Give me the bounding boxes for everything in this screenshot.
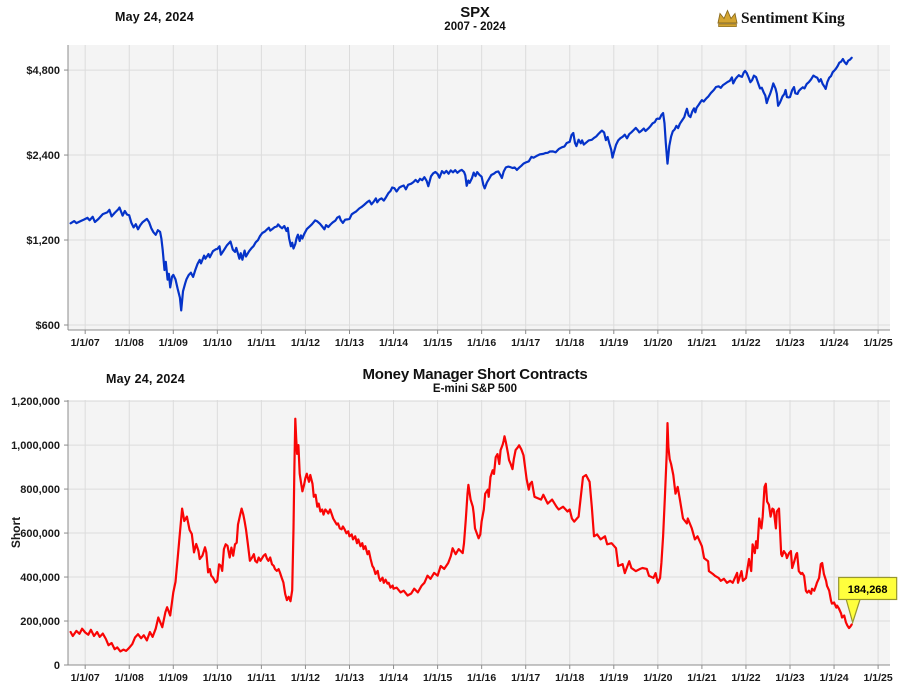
shorts-title-block: Money Manager Short Contracts E-mini S&P… — [60, 366, 890, 395]
svg-text:$600: $600 — [36, 320, 60, 332]
svg-text:1/1/23: 1/1/23 — [775, 337, 804, 349]
callout-value: 184,268 — [848, 584, 888, 596]
svg-text:1/1/13: 1/1/13 — [335, 672, 364, 684]
shorts-line — [69, 417, 853, 653]
svg-text:1/1/10: 1/1/10 — [203, 337, 232, 349]
svg-text:1/1/17: 1/1/17 — [511, 337, 540, 349]
callout-box — [838, 576, 898, 601]
svg-text:$4,800: $4,800 — [26, 65, 60, 77]
svg-text:1,000,000: 1,000,000 — [11, 440, 60, 452]
svg-text:1/1/15: 1/1/15 — [423, 672, 452, 684]
y-axis-title: Short — [9, 517, 23, 548]
svg-text:1/1/09: 1/1/09 — [159, 337, 188, 349]
svg-text:0: 0 — [54, 660, 60, 672]
svg-text:$1,200: $1,200 — [26, 235, 60, 247]
spx-chart-subtitle: 2007 - 2024 — [444, 21, 506, 33]
svg-text:1/1/11: 1/1/11 — [247, 672, 276, 684]
svg-text:1/1/25: 1/1/25 — [864, 672, 893, 684]
crown-icon — [716, 9, 739, 28]
svg-text:800,000: 800,000 — [20, 484, 60, 496]
shorts-plot: 1/1/07 1/1/08 1/1/09 1/1/10 1/1/11 1/1/12 1/1/… — [9, 396, 898, 684]
svg-text:1/1/25: 1/1/25 — [864, 337, 893, 349]
svg-text:600,000: 600,000 — [20, 528, 60, 540]
svg-text:1/1/12: 1/1/12 — [291, 672, 320, 684]
svg-text:1/1/08: 1/1/08 — [115, 337, 144, 349]
svg-text:1/1/19: 1/1/19 — [599, 337, 628, 349]
svg-text:1/1/07: 1/1/07 — [71, 672, 100, 684]
svg-text:1/1/21: 1/1/21 — [687, 337, 716, 349]
svg-text:1/1/24: 1/1/24 — [819, 337, 848, 349]
svg-text:1/1/23: 1/1/23 — [775, 672, 804, 684]
shorts-chart-subtitle: E-mini S&P 500 — [432, 383, 518, 395]
svg-text:400,000: 400,000 — [20, 572, 60, 584]
svg-text:1/1/07: 1/1/07 — [71, 337, 100, 349]
svg-text:200,000: 200,000 — [20, 616, 60, 628]
svg-text:1/1/22: 1/1/22 — [731, 337, 760, 349]
svg-text:1/1/24: 1/1/24 — [819, 672, 848, 684]
svg-text:1/1/20: 1/1/20 — [643, 337, 672, 349]
brand-name: Sentiment King — [741, 9, 845, 27]
svg-text:1/1/13: 1/1/13 — [335, 337, 364, 349]
svg-text:1/1/18: 1/1/18 — [555, 672, 584, 684]
svg-text:1/1/14: 1/1/14 — [379, 337, 408, 349]
sentiment-king-brand: Sentiment King — [716, 9, 845, 28]
svg-text:1/1/11: 1/1/11 — [247, 337, 276, 349]
spx-chart-title: SPX — [460, 4, 490, 21]
svg-text:$2,400: $2,400 — [26, 150, 60, 162]
svg-text:1/1/18: 1/1/18 — [555, 337, 584, 349]
svg-text:1/1/16: 1/1/16 — [467, 337, 496, 349]
svg-text:1/1/09: 1/1/09 — [159, 672, 188, 684]
svg-text:1/1/21: 1/1/21 — [687, 672, 716, 684]
svg-text:1/1/20: 1/1/20 — [643, 672, 672, 684]
shorts-date-label: May 24, 2024 — [106, 372, 185, 386]
svg-text:1/1/14: 1/1/14 — [379, 672, 408, 684]
spx-plot: 1/1/07 1/1/08 1/1/09 1/1/10 1/1/11 1/1/12 1/1/… — [26, 45, 893, 349]
svg-text:1/1/10: 1/1/10 — [203, 672, 232, 684]
spx-date-label: May 24, 2024 — [115, 10, 194, 24]
svg-text:1/1/17: 1/1/17 — [511, 672, 540, 684]
svg-text:1,200,000: 1,200,000 — [11, 396, 60, 408]
svg-text:1/1/22: 1/1/22 — [731, 672, 760, 684]
svg-text:1/1/19: 1/1/19 — [599, 672, 628, 684]
svg-text:1/1/08: 1/1/08 — [115, 672, 144, 684]
spx-title-block: SPX 2007 - 2024 — [60, 4, 890, 33]
svg-text:1/1/16: 1/1/16 — [467, 672, 496, 684]
svg-text:1/1/12: 1/1/12 — [291, 337, 320, 349]
svg-text:1/1/15: 1/1/15 — [423, 337, 452, 349]
spx-line — [69, 56, 853, 312]
shorts-chart-title: Money Manager Short Contracts — [362, 366, 588, 383]
